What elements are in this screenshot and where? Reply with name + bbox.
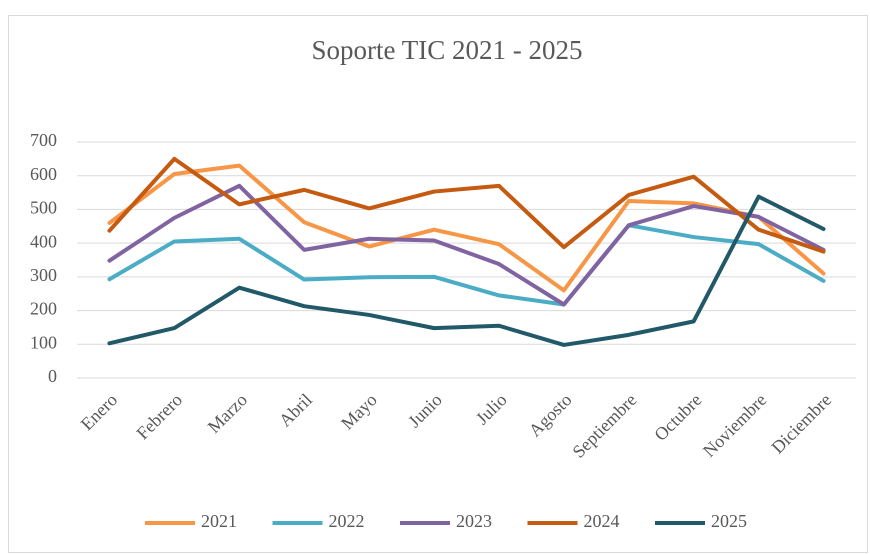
series-line [107, 156, 826, 254]
y-tick-label: 100 [30, 332, 57, 352]
y-tick-label: 600 [30, 164, 57, 184]
y-tick-label: 300 [30, 265, 57, 285]
chart-title: Soporte TIC 2021 - 2025 [312, 35, 583, 65]
y-tick-label: 0 [48, 366, 57, 386]
series-line [107, 194, 826, 347]
y-tick-label: 400 [30, 231, 57, 251]
y-tick-label: 700 [30, 130, 57, 150]
chart-frame [8, 15, 868, 553]
series-line [107, 163, 826, 293]
legend-label: 2021 [201, 511, 237, 531]
series-line [107, 223, 826, 307]
legend-label: 2023 [456, 511, 492, 531]
series-line [107, 183, 826, 307]
legend-label: 2024 [584, 511, 620, 531]
y-tick-label: 200 [30, 299, 57, 319]
legend-label: 2022 [329, 511, 365, 531]
legend-label: 2025 [711, 511, 747, 531]
y-tick-label: 500 [30, 198, 57, 218]
